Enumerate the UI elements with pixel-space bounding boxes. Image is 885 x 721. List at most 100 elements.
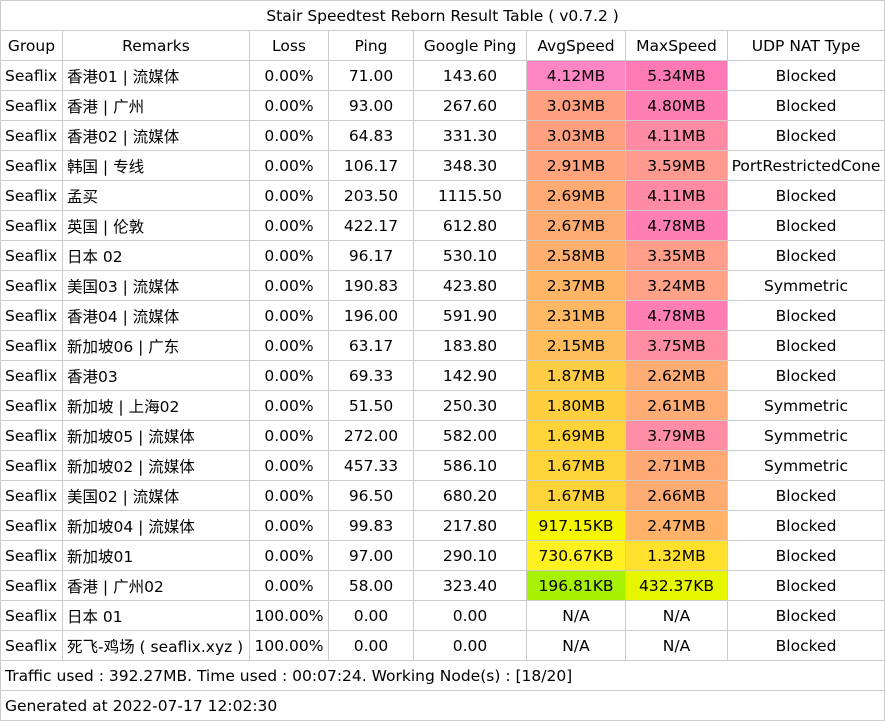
cell-loss: 0.00% xyxy=(249,540,329,571)
cell-avg-speed: 2.58MB xyxy=(526,240,626,271)
cell-avg-speed: 1.67MB xyxy=(526,480,626,511)
cell-ping: 71.00 xyxy=(328,60,414,91)
table-row: Seaflix 香港 | 广州02 0.00% 58.00 323.40 196.81KB… xyxy=(0,570,885,601)
table-row: Seaflix 英国 | 伦敦 0.00% 422.17 612.80 2.67MB 4.7… xyxy=(0,210,885,241)
cell-udp-nat-type: Symmetric xyxy=(726,420,885,451)
cell-max-speed: 5.34MB xyxy=(625,60,728,91)
cell-avg-speed: 1.69MB xyxy=(526,420,626,451)
cell-udp-nat-type: Blocked xyxy=(726,120,885,151)
cell-ping: 93.00 xyxy=(328,90,414,121)
cell-max-speed: 3.24MB xyxy=(625,270,728,301)
cell-google-ping: 143.60 xyxy=(413,60,527,91)
cell-avg-speed: 730.67KB xyxy=(526,540,626,571)
cell-ping: 51.50 xyxy=(328,390,414,421)
cell-max-speed: 4.11MB xyxy=(625,120,728,151)
cell-avg-speed: 2.67MB xyxy=(526,210,626,241)
cell-google-ping: 331.30 xyxy=(413,120,527,151)
cell-avg-speed: 1.80MB xyxy=(526,390,626,421)
cell-udp-nat-type: Blocked xyxy=(726,630,885,661)
table-row: Seaflix 新加坡 | 上海02 0.00% 51.50 250.30 1.80MB 2… xyxy=(0,390,885,421)
cell-loss: 0.00% xyxy=(249,150,329,181)
cell-remarks: 美国03 | 流媒体 xyxy=(62,270,250,301)
header-avg-speed: AvgSpeed xyxy=(526,30,626,61)
cell-group: Seaflix xyxy=(0,420,63,451)
cell-udp-nat-type: PortRestrictedCone xyxy=(726,150,885,181)
cell-avg-speed: N/A xyxy=(526,630,626,661)
cell-google-ping: 142.90 xyxy=(413,360,527,391)
table-row: Seaflix 香港02 | 流媒体 0.00% 64.83 331.30 3.03MB 4… xyxy=(0,120,885,151)
header-udp-nat-type: UDP NAT Type xyxy=(726,30,885,61)
cell-avg-speed: 2.37MB xyxy=(526,270,626,301)
cell-remarks: 死飞-鸡场 ( seaflix.xyz ) xyxy=(62,630,250,661)
cell-loss: 0.00% xyxy=(249,180,329,211)
cell-max-speed: 4.80MB xyxy=(625,90,728,121)
cell-google-ping: 680.20 xyxy=(413,480,527,511)
cell-remarks: 新加坡 | 上海02 xyxy=(62,390,250,421)
cell-remarks: 香港03 xyxy=(62,360,250,391)
cell-udp-nat-type: Blocked xyxy=(726,360,885,391)
cell-remarks: 新加坡04 | 流媒体 xyxy=(62,510,250,541)
header-group: Group xyxy=(0,30,63,61)
cell-group: Seaflix xyxy=(0,330,63,361)
cell-group: Seaflix xyxy=(0,450,63,481)
cell-udp-nat-type: Blocked xyxy=(726,570,885,601)
cell-udp-nat-type: Blocked xyxy=(726,330,885,361)
cell-remarks: 新加坡05 | 流媒体 xyxy=(62,420,250,451)
cell-google-ping: 0.00 xyxy=(413,600,527,631)
cell-google-ping: 348.30 xyxy=(413,150,527,181)
table-row: Seaflix 香港04 | 流媒体 0.00% 196.00 591.90 2.31MB… xyxy=(0,300,885,331)
cell-remarks: 韩国 | 专线 xyxy=(62,150,250,181)
cell-loss: 0.00% xyxy=(249,330,329,361)
cell-group: Seaflix xyxy=(0,570,63,601)
cell-remarks: 日本 01 xyxy=(62,600,250,631)
table-row: Seaflix 死飞-鸡场 ( seaflix.xyz ) 100.00% 0.00 0… xyxy=(0,630,885,661)
cell-ping: 196.00 xyxy=(328,300,414,331)
cell-google-ping: 267.60 xyxy=(413,90,527,121)
cell-ping: 422.17 xyxy=(328,210,414,241)
cell-max-speed: 2.71MB xyxy=(625,450,728,481)
cell-group: Seaflix xyxy=(0,540,63,571)
cell-remarks: 日本 02 xyxy=(62,240,250,271)
cell-ping: 63.17 xyxy=(328,330,414,361)
cell-google-ping: 1115.50 xyxy=(413,180,527,211)
cell-loss: 0.00% xyxy=(249,450,329,481)
cell-remarks: 新加坡02 | 流媒体 xyxy=(62,450,250,481)
table-row: Seaflix 日本 02 0.00% 96.17 530.10 2.58MB 3.35MB… xyxy=(0,240,885,271)
cell-loss: 0.00% xyxy=(249,90,329,121)
cell-ping: 97.00 xyxy=(328,540,414,571)
cell-google-ping: 530.10 xyxy=(413,240,527,271)
cell-group: Seaflix xyxy=(0,630,63,661)
cell-ping: 272.00 xyxy=(328,420,414,451)
cell-udp-nat-type: Blocked xyxy=(726,240,885,271)
cell-loss: 0.00% xyxy=(249,270,329,301)
cell-avg-speed: N/A xyxy=(526,600,626,631)
cell-max-speed: 3.59MB xyxy=(625,150,728,181)
table-row: Seaflix 新加坡06 | 广东 0.00% 63.17 183.80 2.15MB 3… xyxy=(0,330,885,361)
table-row: Seaflix 美国03 | 流媒体 0.00% 190.83 423.80 2.37MB… xyxy=(0,270,885,301)
cell-loss: 0.00% xyxy=(249,240,329,271)
cell-avg-speed: 3.03MB xyxy=(526,120,626,151)
header-row: Group Remarks Loss Ping Google Ping AvgS… xyxy=(0,30,885,61)
cell-google-ping: 0.00 xyxy=(413,630,527,661)
cell-udp-nat-type: Symmetric xyxy=(726,270,885,301)
cell-remarks: 香港01 | 流媒体 xyxy=(62,60,250,91)
cell-udp-nat-type: Symmetric xyxy=(726,390,885,421)
cell-avg-speed: 917.15KB xyxy=(526,510,626,541)
cell-ping: 64.83 xyxy=(328,120,414,151)
title-row: Stair Speedtest Reborn Result Table ( v0… xyxy=(0,0,885,31)
cell-udp-nat-type: Blocked xyxy=(726,300,885,331)
table-row: Seaflix 美国02 | 流媒体 0.00% 96.50 680.20 1.67MB 2… xyxy=(0,480,885,511)
cell-avg-speed: 1.87MB xyxy=(526,360,626,391)
footer-row: Generated at 2022-07-17 12:02:30 xyxy=(0,690,885,721)
cell-avg-speed: 196.81KB xyxy=(526,570,626,601)
cell-remarks: 美国02 | 流媒体 xyxy=(62,480,250,511)
cell-group: Seaflix xyxy=(0,90,63,121)
cell-loss: 0.00% xyxy=(249,480,329,511)
table-row: Seaflix 新加坡05 | 流媒体 0.00% 272.00 582.00 1.69M… xyxy=(0,420,885,451)
cell-ping: 457.33 xyxy=(328,450,414,481)
header-google-ping: Google Ping xyxy=(413,30,527,61)
cell-loss: 0.00% xyxy=(249,300,329,331)
cell-udp-nat-type: Blocked xyxy=(726,540,885,571)
cell-ping: 0.00 xyxy=(328,630,414,661)
table-row: Seaflix 香港 | 广州 0.00% 93.00 267.60 3.03MB 4.80… xyxy=(0,90,885,121)
